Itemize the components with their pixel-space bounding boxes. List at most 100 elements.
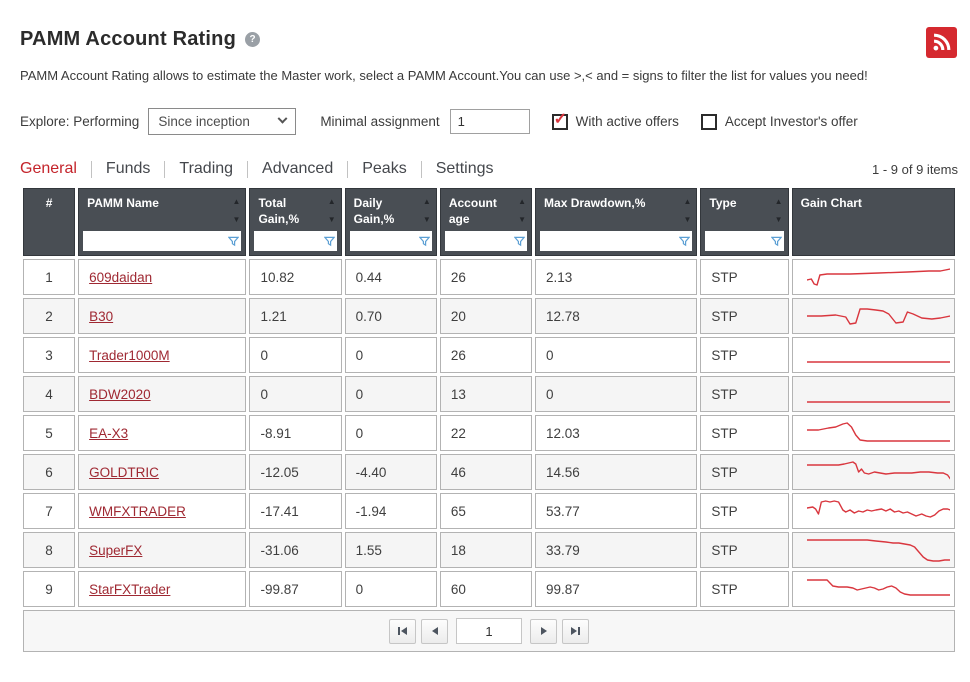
minimal-assignment-input[interactable] xyxy=(449,109,530,134)
total-gain-cell: -12.05 xyxy=(249,454,342,490)
tabs: General Funds Trading Advanced Peaks Settings xyxy=(20,160,494,178)
with-active-offers-checkbox[interactable]: ✓ With active offers xyxy=(551,111,679,130)
help-icon[interactable]: ? xyxy=(245,32,261,47)
filter-funnel-icon[interactable] xyxy=(418,236,430,247)
tab-separator xyxy=(420,160,422,178)
filter-box xyxy=(444,231,528,251)
total-gain-cell: -17.41 xyxy=(249,493,342,529)
row-number-cell: 6 xyxy=(23,454,76,490)
filter-funnel-icon[interactable] xyxy=(228,236,240,247)
type-cell: STP xyxy=(700,454,789,490)
filter-input-pamm-name[interactable] xyxy=(83,233,229,249)
gain-chart-cell xyxy=(791,454,955,490)
account-age-cell: 26 xyxy=(439,337,533,373)
pamm-name-cell: WMFXTRADER xyxy=(78,493,247,529)
type-cell: STP xyxy=(700,415,789,451)
pamm-name-link[interactable]: EA-X3 xyxy=(89,425,129,441)
table-header-row: # PAMM Name ▲ ▼ Total Gain,% ▲ ▼ Daily Gain,% ▲ ▼… xyxy=(23,188,955,256)
tab-advanced[interactable]: Advanced xyxy=(262,160,334,177)
with-active-offers-label: With active offers xyxy=(575,114,679,129)
row-number-cell: 1 xyxy=(23,259,76,295)
filter-input-daily-gain[interactable] xyxy=(349,233,419,249)
table-row: 5 EA-X3 -8.91 0 22 12.03 STP xyxy=(23,415,955,451)
sort-asc-icon[interactable]: ▲ xyxy=(327,197,336,206)
tab-trading[interactable]: Trading xyxy=(179,160,234,177)
sort-asc-icon[interactable]: ▲ xyxy=(774,197,783,206)
pamm-name-link[interactable]: B30 xyxy=(89,308,114,324)
pamm-name-cell: StarFXTrader xyxy=(78,571,247,607)
daily-gain-cell: -1.94 xyxy=(344,493,437,529)
row-number-cell: 5 xyxy=(23,415,76,451)
filter-funnel-icon[interactable] xyxy=(323,236,335,247)
pamm-name-cell: SuperFX xyxy=(78,532,247,568)
filter-box xyxy=(540,231,693,251)
column-header-max-drawdown[interactable]: Max Drawdown,% ▲ ▼ xyxy=(535,188,698,256)
filter-input-total-gain[interactable] xyxy=(254,233,324,249)
tab-peaks[interactable]: Peaks xyxy=(362,160,407,177)
pamm-name-link[interactable]: GOLDTRIC xyxy=(89,464,159,480)
total-gain-cell: 10.82 xyxy=(249,259,342,295)
daily-gain-cell: 0 xyxy=(344,415,437,451)
column-label: Total Gain,% xyxy=(258,196,300,227)
sort-asc-icon[interactable]: ▲ xyxy=(683,197,692,206)
sort-desc-icon[interactable]: ▼ xyxy=(683,215,692,224)
filter-funnel-icon[interactable] xyxy=(770,236,782,247)
first-page-icon xyxy=(398,627,400,635)
pamm-name-link[interactable]: BDW2020 xyxy=(89,386,151,402)
sort-desc-icon[interactable]: ▼ xyxy=(232,215,241,224)
filter-funnel-icon[interactable] xyxy=(514,236,526,247)
pager xyxy=(24,618,954,644)
column-header-type[interactable]: Type ▲ ▼ xyxy=(700,188,789,256)
page-number-input[interactable] xyxy=(456,618,522,644)
pamm-name-link[interactable]: 609daidan xyxy=(89,269,153,285)
checkbox-box-icon: ✓ xyxy=(700,113,717,130)
max-drawdown-cell: 53.77 xyxy=(535,493,698,529)
prev-page-button[interactable] xyxy=(421,618,448,644)
pamm-name-link[interactable]: SuperFX xyxy=(89,542,143,558)
filter-input-max-drawdown[interactable] xyxy=(540,233,680,249)
gain-sparkline xyxy=(807,497,950,525)
pamm-name-link[interactable]: WMFXTRADER xyxy=(89,503,186,519)
filter-input-account-age[interactable] xyxy=(444,233,515,249)
row-number-cell: 8 xyxy=(23,532,76,568)
table-row: 3 Trader1000M 0 0 26 0 STP xyxy=(23,337,955,373)
pagination-bar xyxy=(23,610,955,652)
sort-desc-icon[interactable]: ▼ xyxy=(518,215,527,224)
column-header-pamm-name[interactable]: PAMM Name ▲ ▼ xyxy=(78,188,247,256)
pamm-name-link[interactable]: StarFXTrader xyxy=(89,581,171,597)
page-description: PAMM Account Rating allows to estimate t… xyxy=(20,68,868,83)
sort-desc-icon[interactable]: ▼ xyxy=(422,215,431,224)
sort-asc-icon[interactable]: ▲ xyxy=(232,197,241,206)
accept-investors-offer-checkbox[interactable]: ✓ Accept Investor's offer xyxy=(700,113,858,130)
last-page-button[interactable] xyxy=(562,618,589,644)
daily-gain-cell: 0 xyxy=(344,376,437,412)
tab-separator xyxy=(164,160,166,178)
tab-funds[interactable]: Funds xyxy=(105,160,151,177)
period-select[interactable]: Since inception xyxy=(148,108,297,135)
type-cell: STP xyxy=(700,376,789,412)
pamm-name-link[interactable]: Trader1000M xyxy=(89,347,170,363)
sort-desc-icon[interactable]: ▼ xyxy=(774,215,783,224)
sort-asc-icon[interactable]: ▲ xyxy=(518,197,527,206)
next-page-button[interactable] xyxy=(530,618,557,644)
pagination-row xyxy=(23,610,955,652)
sort-asc-icon[interactable]: ▲ xyxy=(422,197,431,206)
column-label: Max Drawdown,% xyxy=(544,196,646,210)
daily-gain-cell: 0 xyxy=(344,337,437,373)
column-header-account-age[interactable]: Account age ▲ ▼ xyxy=(439,188,533,256)
rss-icon[interactable] xyxy=(926,27,957,58)
column-label: # xyxy=(45,196,53,210)
column-header-daily-gain[interactable]: Daily Gain,% ▲ ▼ xyxy=(344,188,437,256)
total-gain-cell: -31.06 xyxy=(249,532,342,568)
first-page-button[interactable] xyxy=(389,618,416,644)
filter-input-type[interactable] xyxy=(705,233,771,249)
type-cell: STP xyxy=(700,298,789,334)
filter-funnel-icon[interactable] xyxy=(679,236,691,247)
sort-desc-icon[interactable]: ▼ xyxy=(327,215,336,224)
tab-general[interactable]: General xyxy=(20,160,77,177)
column-header-total-gain[interactable]: Total Gain,% ▲ ▼ xyxy=(249,188,342,256)
tab-settings[interactable]: Settings xyxy=(435,160,494,177)
table-row: 1 609daidan 10.82 0.44 26 2.13 STP xyxy=(23,259,955,295)
max-drawdown-cell: 12.03 xyxy=(535,415,698,451)
